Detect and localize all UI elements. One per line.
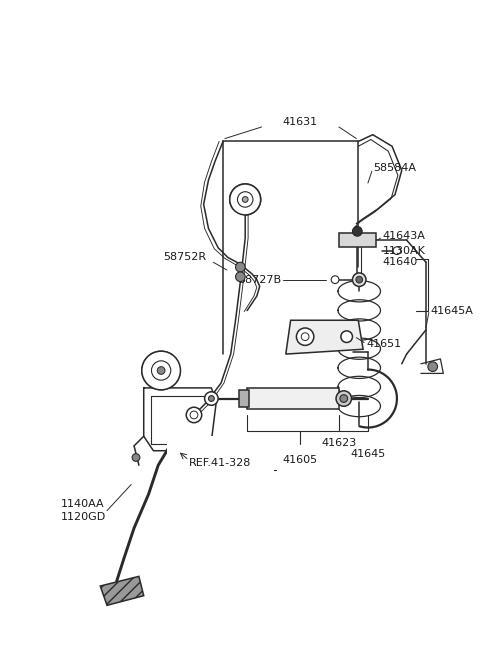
Text: 41645A: 41645A <box>431 306 474 316</box>
Bar <box>240 390 249 407</box>
Circle shape <box>242 196 248 202</box>
Circle shape <box>236 262 245 272</box>
Circle shape <box>186 407 202 422</box>
Text: 1130AK: 1130AK <box>383 246 425 255</box>
Bar <box>247 388 339 409</box>
Text: 41605: 41605 <box>283 455 318 466</box>
Text: REF.41-328: REF.41-328 <box>189 458 252 468</box>
Circle shape <box>230 184 261 215</box>
Circle shape <box>352 273 366 286</box>
Text: 41651: 41651 <box>366 339 401 349</box>
Circle shape <box>336 391 351 406</box>
Circle shape <box>352 227 362 236</box>
Polygon shape <box>286 320 363 354</box>
Circle shape <box>356 276 362 283</box>
Circle shape <box>132 454 140 461</box>
Circle shape <box>428 362 438 371</box>
Circle shape <box>142 351 180 390</box>
Circle shape <box>236 272 245 282</box>
Circle shape <box>340 395 348 402</box>
Text: 58584A: 58584A <box>373 162 416 172</box>
Text: 1120GD: 1120GD <box>60 512 106 523</box>
Text: 58727B: 58727B <box>238 274 281 285</box>
FancyBboxPatch shape <box>339 233 376 247</box>
Text: 41640: 41640 <box>383 257 418 267</box>
Text: 41631: 41631 <box>283 117 318 127</box>
Circle shape <box>331 276 339 284</box>
Circle shape <box>393 247 401 255</box>
Circle shape <box>238 192 253 207</box>
Circle shape <box>341 331 352 343</box>
Text: 41645: 41645 <box>237 438 273 448</box>
Circle shape <box>190 411 198 419</box>
Text: 41623: 41623 <box>321 438 357 448</box>
Circle shape <box>204 392 218 405</box>
Circle shape <box>152 361 171 380</box>
Text: 1140AA: 1140AA <box>60 499 104 509</box>
Circle shape <box>208 396 214 402</box>
Circle shape <box>157 367 165 375</box>
Polygon shape <box>100 576 144 605</box>
Text: 58752R: 58752R <box>163 252 206 263</box>
Text: 41645: 41645 <box>350 449 385 458</box>
Text: 41643A: 41643A <box>383 231 425 241</box>
Circle shape <box>297 328 314 345</box>
Circle shape <box>301 333 309 341</box>
